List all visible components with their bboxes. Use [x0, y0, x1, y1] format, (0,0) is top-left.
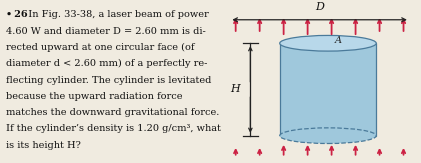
Text: matches the downward gravitational force.: matches the downward gravitational force… — [6, 108, 219, 117]
Text: In Fig. 33-38, a laser beam of power: In Fig. 33-38, a laser beam of power — [21, 10, 208, 19]
Text: • 26: • 26 — [6, 10, 27, 19]
Text: If the cylinder’s density is 1.20 g/cm³, what: If the cylinder’s density is 1.20 g/cm³,… — [6, 124, 221, 133]
Ellipse shape — [280, 128, 376, 143]
Bar — [280, 43, 376, 136]
Text: 4.60 W and diameter D = 2.60 mm is di-: 4.60 W and diameter D = 2.60 mm is di- — [6, 27, 205, 36]
Text: H: H — [230, 84, 240, 95]
Text: D: D — [315, 2, 324, 12]
Ellipse shape — [280, 35, 376, 51]
Text: because the upward radiation force: because the upward radiation force — [6, 92, 182, 101]
Text: flecting cylinder. The cylinder is levitated: flecting cylinder. The cylinder is levit… — [6, 75, 211, 85]
Text: is its height H?: is its height H? — [6, 141, 80, 150]
Text: rected upward at one circular face (of: rected upward at one circular face (of — [6, 43, 194, 52]
Text: diameter d < 2.60 mm) of a perfectly re-: diameter d < 2.60 mm) of a perfectly re- — [6, 59, 207, 68]
Text: A: A — [335, 36, 342, 45]
